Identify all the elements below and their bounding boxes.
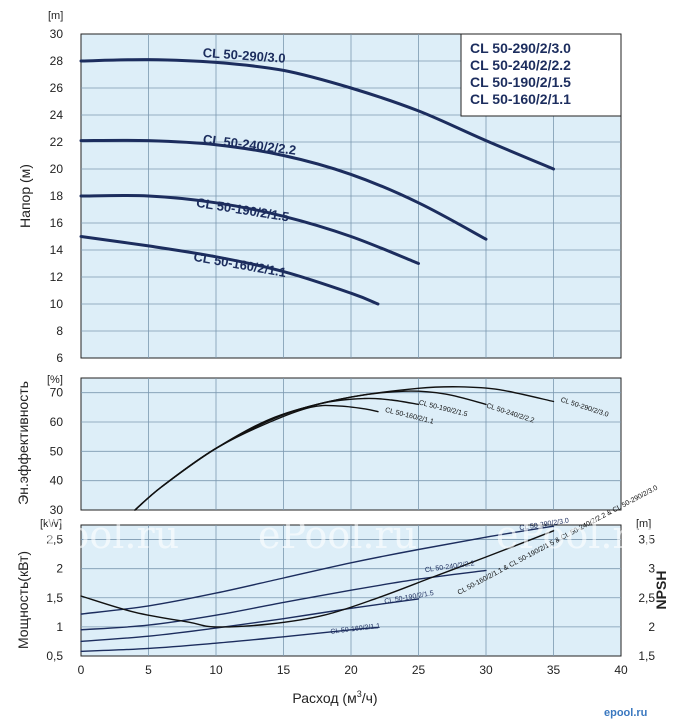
series-line: [80, 598, 420, 643]
power-unit-label: [kW]: [40, 518, 62, 530]
series-line: [80, 530, 555, 628]
x-tick-label: 0: [78, 663, 85, 677]
x-tick-label: 10: [209, 663, 223, 677]
series-line: [79, 235, 380, 306]
series-line: [79, 194, 420, 265]
series-line: [134, 386, 555, 511]
y-tick-label: 1: [56, 620, 63, 634]
y-tick-label: 18: [50, 189, 64, 203]
head-axis-title: Напор (м): [17, 164, 33, 228]
y2-tick-label: 2: [648, 620, 655, 634]
legend-entry: CL 50-190/2/1.5: [470, 74, 571, 90]
y-tick-label: 1,5: [46, 591, 63, 605]
series-line: [79, 138, 488, 241]
y2-tick-label: 3,5: [638, 533, 655, 547]
series-curves: [79, 58, 555, 652]
y-tick-label: 8: [56, 324, 63, 338]
x-tick-label: 15: [277, 663, 291, 677]
y-tick-label: 70: [50, 386, 64, 400]
y-tick-label: 28: [50, 54, 64, 68]
x-axis-title-end: /ч): [362, 690, 378, 706]
y2-tick-label: 1,5: [638, 649, 655, 663]
y-tick-label: 50: [50, 444, 64, 458]
head-unit-label: [m]: [48, 10, 63, 22]
y-tick-label: 24: [50, 108, 64, 122]
x-tick-label: 30: [479, 663, 493, 677]
power-axis-title: Мощность(кВт): [15, 551, 31, 649]
legend-entry: CL 50-160/2/1.1: [470, 91, 571, 107]
y-tick-label: 12: [50, 270, 64, 284]
tick-labels: 68101214161820222426283030405060700,511,…: [46, 27, 655, 677]
legend-entry: CL 50-240/2/2.2: [470, 57, 571, 73]
y-tick-label: 30: [50, 27, 64, 41]
y-tick-label: 14: [50, 243, 64, 257]
y-tick-label: 26: [50, 81, 64, 95]
efficiency-unit-label: [%]: [47, 374, 63, 386]
watermark: ePool.ru: [258, 513, 417, 557]
x-axis-title-superscript: 3: [357, 689, 362, 699]
watermark: ePool.ru: [20, 513, 179, 557]
y-tick-label: 6: [56, 351, 63, 365]
x-axis-title: Расход (м3/ч): [292, 689, 377, 706]
x-tick-label: 40: [614, 663, 628, 677]
legend: CL 50-290/2/3.0 CL 50-240/2/2.2 CL 50-19…: [460, 33, 622, 117]
series-line: [80, 525, 555, 615]
legend-entry: CL 50-290/2/3.0: [470, 40, 571, 56]
series-line: [80, 626, 379, 652]
x-tick-label: 35: [547, 663, 561, 677]
brand-logo-text: epool.ru: [604, 707, 647, 719]
npsh-axis-title: NPSH: [653, 571, 669, 610]
y-tick-label: 22: [50, 135, 64, 149]
x-tick-label: 5: [145, 663, 152, 677]
y-tick-label: 20: [50, 162, 64, 176]
y2-tick-label: 3: [648, 562, 655, 576]
series-label: CL 50-290/3.0: [202, 45, 286, 66]
y-tick-label: 2,5: [46, 533, 63, 547]
watermark: ePool.ru: [496, 513, 655, 557]
series-line: [80, 569, 487, 631]
y-tick-label: 60: [50, 415, 64, 429]
x-tick-label: 20: [344, 663, 358, 677]
legend-box: [460, 33, 622, 117]
y-tick-label: 2: [56, 562, 63, 576]
series-line: [79, 58, 555, 171]
x-tick-label: 25: [412, 663, 426, 677]
efficiency-axis-title: Эн.эффективность: [15, 381, 31, 505]
y-tick-label: 16: [50, 216, 64, 230]
y-tick-label: 10: [50, 297, 64, 311]
y-tick-label: 0,5: [46, 649, 63, 663]
y2-tick-label: 2,5: [638, 591, 655, 605]
y-tick-label: 30: [50, 503, 64, 517]
npsh-unit-label: [m]: [636, 518, 651, 530]
y-tick-label: 40: [50, 474, 64, 488]
